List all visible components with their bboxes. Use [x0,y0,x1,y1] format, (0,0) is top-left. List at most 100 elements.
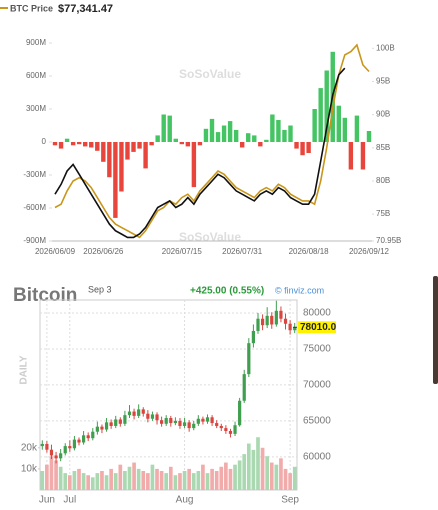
candle-body [293,327,297,331]
x-tick-label: 2026/09/12 [349,247,390,256]
volume-bar [182,471,187,490]
legend-value: $77,341.47 [58,3,113,15]
bar [360,142,366,170]
bar [191,142,197,188]
volume-bar [67,475,72,490]
bar [125,142,130,160]
bar [70,142,76,146]
bar [89,142,94,148]
candle-body [270,315,274,325]
candle-body [210,417,214,424]
volume-bar [210,468,214,490]
candle-body [169,418,173,424]
candle-body [215,423,219,426]
last-price-label: 78010.0 [300,322,337,333]
candle-body [137,409,141,416]
volume-bar [159,471,164,490]
bar [137,142,142,149]
bar [258,142,263,147]
bar [233,129,239,142]
candle-body [77,439,81,443]
candle-body [178,420,182,426]
x-tick-label: Jul [63,495,76,506]
volume-bar [187,468,191,490]
volume-bar [141,471,146,490]
candle-body [242,374,246,401]
volume-bar [72,471,77,490]
candle-body [59,453,63,459]
y-tick-label: -300M [23,170,46,179]
x-tick-label: Sep [281,495,299,506]
x-tick-label: 2026/08/18 [289,247,330,256]
last-price-box [298,321,336,334]
cropped-photo-edge [433,276,438,384]
volume-bar [251,449,256,490]
candle-body [95,426,99,432]
y-tick-label: 0 [42,137,47,146]
volume-bar [292,466,297,490]
volume-bar [214,471,219,490]
bar [348,142,354,170]
candle-body [274,310,278,325]
candle-body [173,420,177,424]
volume-bar [58,466,63,490]
volume-bar [146,473,150,490]
bar [306,142,311,153]
volume-bar [95,473,100,490]
volume-bar [54,460,58,490]
bar [185,142,191,147]
volume-bar [242,454,247,490]
candle-body [247,343,251,375]
candle-body [251,330,256,344]
x-tick-label: Jun [39,495,55,506]
bar [318,88,323,142]
volume-bar [228,468,233,490]
bar [52,142,58,146]
candle-body [146,413,150,419]
date: Sep 3 [88,284,112,294]
candle-body [164,418,168,424]
bar [264,139,269,142]
bar [324,70,329,142]
candle-body [192,423,196,429]
bar [161,114,166,142]
y-tick-label: 900M [26,38,46,47]
bar [179,142,185,145]
y-tick-label: 300M [26,104,46,113]
volume-tick-label: 20k [21,442,38,453]
legend-label: BTC Price [10,3,53,13]
y2-tick-label: 75B [376,209,390,218]
candle-body [63,446,67,454]
volume-tick-label: 10k [21,464,38,475]
y2-tick-label: 85B [376,143,390,152]
candle-body [187,422,191,429]
y-tick-label: 65000 [303,416,331,427]
y-tick-label: 70000 [303,380,331,391]
volume-bar [45,464,49,490]
bar [342,117,348,142]
bar [155,135,160,142]
bar [209,118,215,142]
volume-bar [113,473,118,490]
candle-body [279,310,283,319]
volume-bar [265,456,270,490]
bar [282,129,287,142]
volume-bar [132,462,136,490]
candle-body [49,449,54,456]
candle-body [72,439,77,449]
y2-tick-label: 70.95B [376,236,401,245]
volume-bar [63,473,68,490]
candle-body [288,323,292,331]
plot-frame [39,299,298,491]
x-tick-label: 2026/06/26 [83,247,124,256]
volume-bar [118,464,123,490]
bar [221,125,227,142]
bar [227,121,233,142]
volume-bar [155,468,159,490]
bar [239,142,245,148]
volume-bar [279,458,283,490]
change: +425.00 (0.55%) [190,286,264,297]
candle-body [104,422,109,430]
bar [95,142,100,151]
